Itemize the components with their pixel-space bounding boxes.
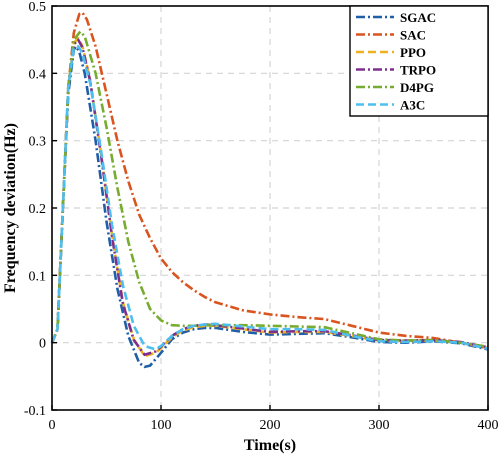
legend-box bbox=[349, 5, 489, 117]
legend-item-d4pg: D4PG bbox=[356, 80, 434, 95]
legend-label: PPO bbox=[400, 45, 426, 60]
y-tick-label: 0.2 bbox=[29, 202, 47, 217]
y-axis-title: Frequency deviation(Hz) bbox=[2, 123, 19, 293]
legend: SGAC SAC PPO TRPO D4PG A3C bbox=[349, 5, 489, 117]
legend-item-ppo: PPO bbox=[356, 45, 426, 60]
legend-label: D4PG bbox=[400, 80, 434, 95]
x-tick-label: 0 bbox=[49, 418, 56, 433]
y-tick-label: 0.3 bbox=[29, 135, 47, 150]
legend-label: SGAC bbox=[400, 10, 436, 25]
x-tick-label: 300 bbox=[369, 418, 390, 433]
legend-item-a3c: A3C bbox=[356, 98, 425, 113]
y-tick-label: 0 bbox=[39, 337, 46, 352]
series-line-a3c bbox=[50, 45, 489, 351]
y-tick-label: -0.1 bbox=[24, 404, 46, 419]
legend-label: SAC bbox=[400, 28, 426, 43]
x-tick-label: 100 bbox=[151, 418, 172, 433]
y-tick-label: 0.5 bbox=[29, 0, 47, 15]
x-tick-label: 400 bbox=[478, 418, 498, 433]
series-lines bbox=[50, 11, 489, 369]
legend-label: A3C bbox=[400, 98, 425, 113]
series-line-sac bbox=[50, 11, 489, 350]
x-tick-label: 200 bbox=[260, 418, 281, 433]
legend-item-trpo: TRPO bbox=[356, 63, 436, 78]
legend-item-sac: SAC bbox=[356, 28, 426, 43]
y-tick-label: 0.4 bbox=[29, 67, 47, 82]
legend-item-sgac: SGAC bbox=[356, 10, 436, 25]
series-line-d4pg bbox=[50, 30, 489, 348]
y-tick-label: 0.1 bbox=[29, 269, 47, 284]
legend-label: TRPO bbox=[400, 63, 436, 78]
x-axis-title: Time(s) bbox=[244, 437, 296, 454]
series-line-sgac bbox=[50, 45, 489, 369]
axis-ticks: 0 100 200 300 400-0.100.10.20.30.40.5 bbox=[24, 0, 498, 433]
